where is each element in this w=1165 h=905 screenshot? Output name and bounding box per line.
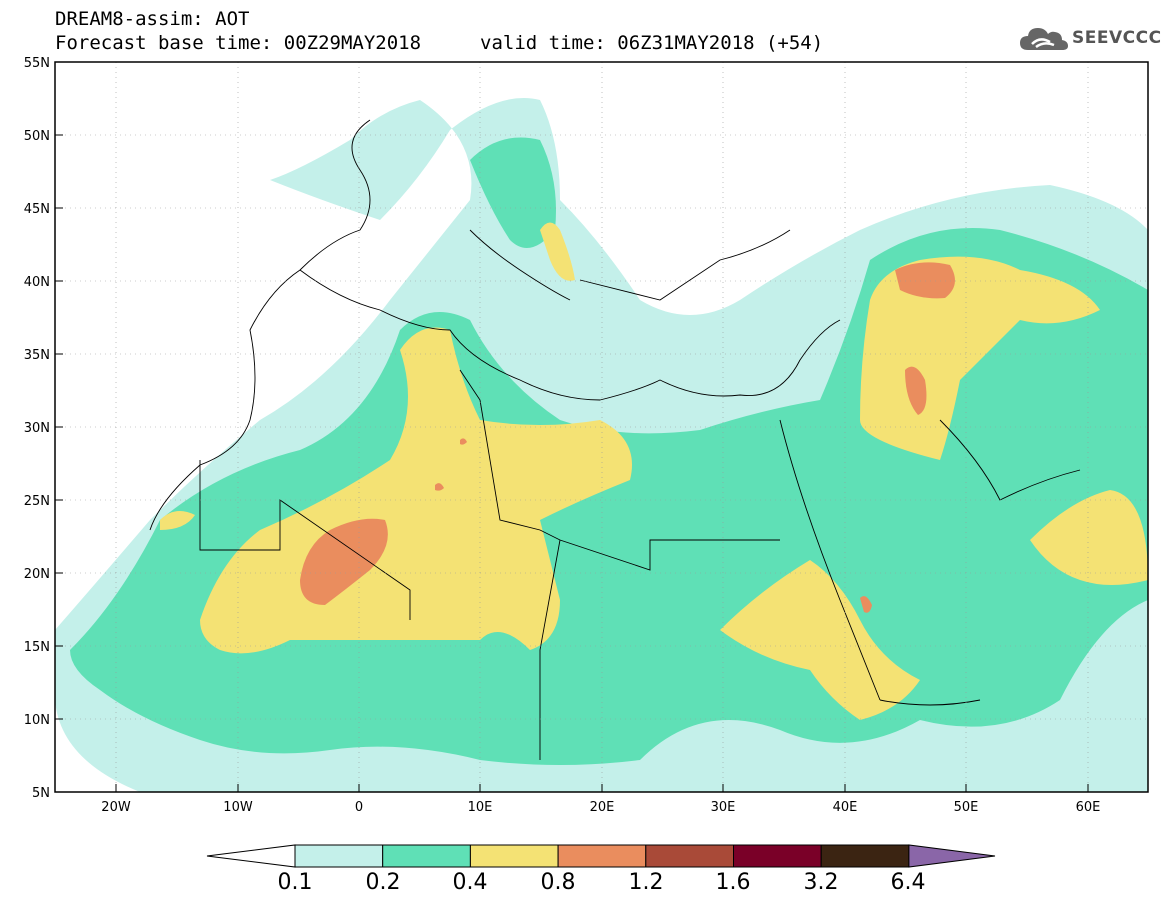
logo-text: SEEVCCC [1072, 28, 1162, 48]
colorbar-segment [645, 844, 734, 868]
lat-label: 45N [24, 202, 50, 217]
valid-time: valid time: 06Z31MAY2018 (+54) [480, 32, 824, 54]
colorbar-segment [294, 844, 384, 868]
lon-label: 40E [833, 800, 858, 815]
forecast-base-time: Forecast base time: 00Z29MAY2018 [55, 32, 422, 54]
colorbar-label: 1.2 [628, 870, 664, 895]
lat-label: 25N [24, 494, 50, 509]
lat-label: 5N [32, 786, 50, 801]
map-title: DREAM8-assim: AOT [55, 8, 250, 30]
colorbar-segment [820, 844, 910, 868]
lon-label: 50E [954, 800, 979, 815]
lon-label: 60E [1076, 800, 1101, 815]
colorbar-label: 6.4 [890, 870, 926, 895]
lat-label: 10N [24, 713, 50, 728]
aot-field [55, 62, 1148, 792]
lat-label: 30N [24, 421, 50, 436]
lon-label: 10W [223, 800, 253, 815]
lat-label: 55N [24, 56, 50, 71]
gridlines [55, 62, 1148, 792]
seevccc-logo: SEEVCCC [1018, 22, 1161, 58]
lat-label: 15N [24, 640, 50, 655]
lon-label: 20W [101, 800, 131, 815]
colorbar-label: 0.8 [540, 870, 576, 895]
lon-label: 30E [711, 800, 736, 815]
colorbar-label: 0.2 [365, 870, 401, 895]
colorbar-label: 3.2 [803, 870, 839, 895]
colorbar-under-arrow [206, 844, 296, 868]
colorbar-label: 0.1 [277, 870, 313, 895]
colorbar-segment [733, 844, 822, 868]
lon-label: 10E [468, 800, 493, 815]
coastlines [149, 119, 1081, 760]
lon-label: 0 [355, 800, 363, 815]
colorbar-label: 1.6 [715, 870, 751, 895]
colorbar-segment [469, 844, 559, 868]
colorbar-over-arrow [908, 844, 996, 868]
lat-label: 50N [24, 129, 50, 144]
lat-label: 35N [24, 348, 50, 363]
tick-marks [55, 61, 1089, 793]
colorbar-segment [382, 844, 471, 868]
colorbar-label: 0.4 [452, 870, 488, 895]
lat-label: 20N [24, 567, 50, 582]
lat-label: 40N [24, 275, 50, 290]
lon-label: 20E [590, 800, 615, 815]
cloud-logo-icon [1020, 28, 1068, 50]
colorbar-segment [557, 844, 647, 868]
colorbar [206, 844, 996, 868]
